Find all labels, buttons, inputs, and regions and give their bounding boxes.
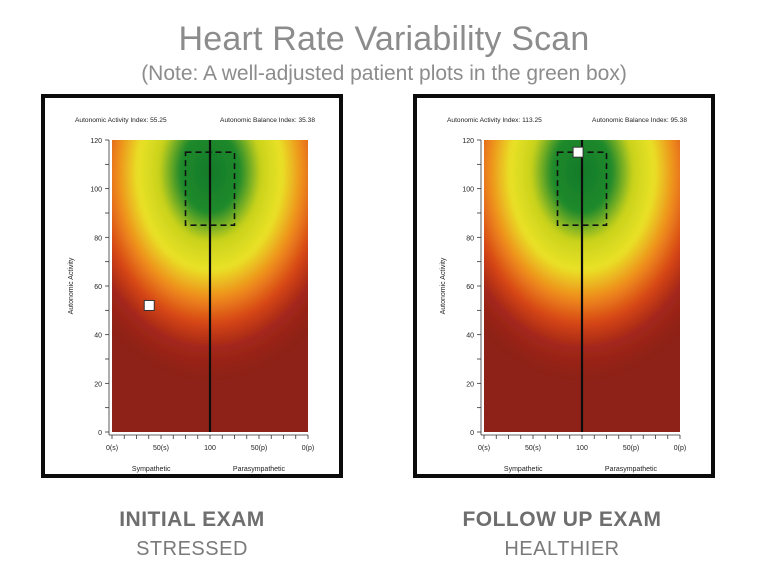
caption-initial: INITIAL EXAM xyxy=(119,508,265,531)
x-tick-label: 50(s) xyxy=(525,445,541,452)
y-axis-title: Autonomic Activity xyxy=(440,257,447,314)
x-tick-label: 100 xyxy=(576,445,588,452)
y-tick-label: 120 xyxy=(90,138,102,145)
activity-index-label: Autonomic Activity Index: 113.25 xyxy=(447,117,542,124)
y-tick-label: 80 xyxy=(466,235,474,242)
subcaption-followup: HEALTHIER xyxy=(504,538,620,560)
y-tick-label: 20 xyxy=(466,381,474,388)
x-tick-label: 0(p) xyxy=(674,445,686,452)
y-tick-label: 60 xyxy=(94,284,102,291)
y-tick-label: 20 xyxy=(94,381,102,388)
balance-index-label: Autonomic Balance Index: 95.38 xyxy=(592,117,687,124)
subcaption-initial: STRESSED xyxy=(136,538,248,560)
y-tick-label: 40 xyxy=(94,333,102,340)
page-subtitle: (Note: A well-adjusted patient plots in … xyxy=(141,62,627,85)
y-tick-label: 60 xyxy=(466,284,474,291)
x-tick-label: 0(s) xyxy=(106,445,118,452)
x-tick-label: 100 xyxy=(204,445,216,452)
y-tick-label: 0 xyxy=(470,430,474,437)
chart-panel-initial: 0 20 40 60 80 100 120 0(s) 50(s) 100 50(p) 0(p) Auto… xyxy=(41,94,343,478)
y-tick-label: 100 xyxy=(462,187,474,194)
balance-index-label: Autonomic Balance Index: 35.38 xyxy=(220,117,315,124)
patient-point xyxy=(143,299,155,311)
x-tick-label: 50(s) xyxy=(153,445,169,452)
y-tick-label: 80 xyxy=(94,235,102,242)
x-tick-label: 50(p) xyxy=(623,445,639,452)
x-tick-label: 50(p) xyxy=(251,445,267,452)
x-tick-label: 0(s) xyxy=(478,445,490,452)
hrv-chart-initial: 0 20 40 60 80 100 120 0(s) 50(s) 100 50(p) 0(p) Auto… xyxy=(68,117,315,473)
y-tick-label: 40 xyxy=(466,333,474,340)
caption-followup: FOLLOW UP EXAM xyxy=(462,508,662,531)
x-axis-title-sympathetic: Sympathetic xyxy=(132,466,171,473)
chart-panel-followup: 0 20 40 60 80 100 120 0(s) 50(s) 100 50(p) 0(p) Auto… xyxy=(413,94,715,478)
activity-index-label: Autonomic Activity Index: 55.25 xyxy=(75,117,167,124)
page-title: Heart Rate Variability Scan xyxy=(178,20,590,58)
y-axis-title: Autonomic Activity xyxy=(68,257,75,314)
x-axis-title-sympathetic: Sympathetic xyxy=(504,466,543,473)
y-tick-label: 0 xyxy=(98,430,102,437)
y-tick-label: 100 xyxy=(90,187,102,194)
x-axis-title-parasympathetic: Parasympathetic xyxy=(605,466,658,473)
patient-point xyxy=(572,146,584,158)
x-axis-title-parasympathetic: Parasympathetic xyxy=(233,466,286,473)
y-tick-label: 120 xyxy=(462,138,474,145)
x-tick-label: 0(p) xyxy=(302,445,314,452)
hrv-chart-followup: 0 20 40 60 80 100 120 0(s) 50(s) 100 50(p) 0(p) Auto… xyxy=(440,117,687,473)
